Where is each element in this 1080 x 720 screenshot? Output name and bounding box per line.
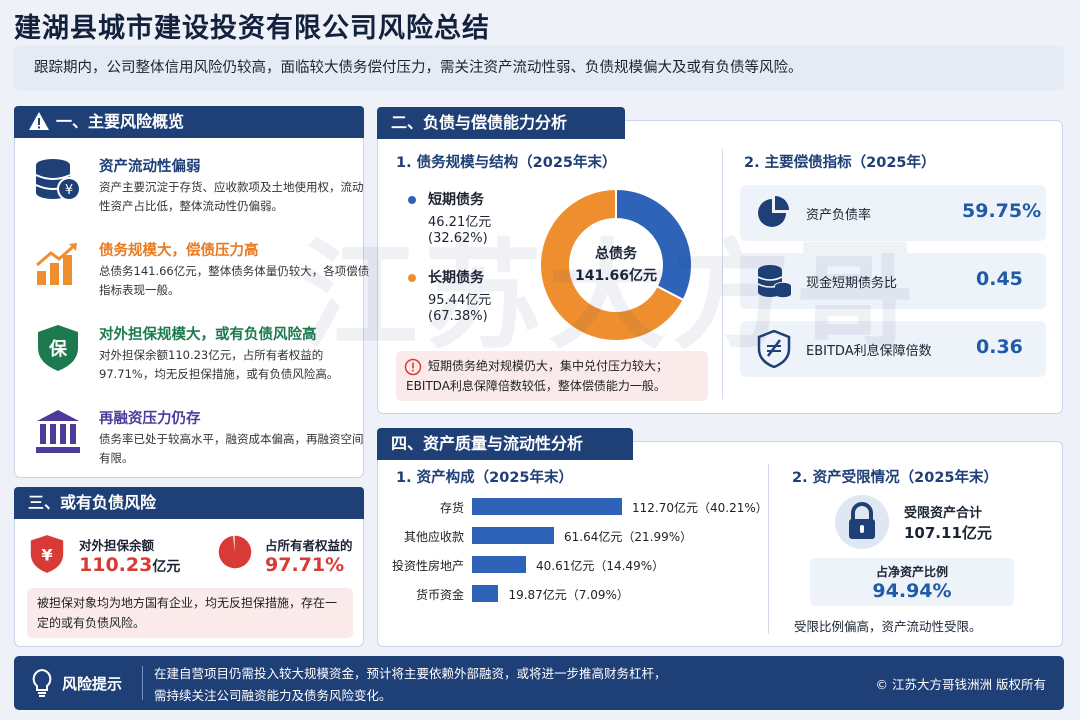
risk-warning-line2: 需持续关注公司融资能力及债务风险变化。 (154, 688, 392, 703)
equity-ratio-value: 97.71% (265, 554, 345, 576)
alert-circle-icon (404, 358, 422, 376)
summary-banner: 跟踪期内，公司整体信用风险仍较高，面临较大债务偿付压力，需关注资产流动性弱、负债… (14, 46, 1064, 90)
legend-dot-long (408, 274, 416, 282)
risk-head-debt: 债务规模大，偿债压力高 (99, 243, 259, 259)
asset-quality-tab: 四、资产质量与流动性分析 (377, 428, 633, 460)
debt-note-line2: EBITDA利息保障倍数较低，整体偿债能力一般。 (406, 379, 666, 393)
svg-text:¥: ¥ (41, 545, 53, 564)
bar (472, 585, 499, 602)
bar-value-label: 19.87亿元（7.09%） (508, 588, 629, 602)
equity-ratio-label: 占所有者权益的 (265, 538, 353, 553)
asset-bar-chart: 存货 112.70亿元（40.21%） 其他应收款 61.64亿元（21.99%） 投资… (378, 442, 768, 648)
risk-warning-label: 风险提示 (62, 675, 123, 693)
debt-donut-chart (539, 187, 693, 342)
risk-desc-refinance: 债务率已处于较高水平，融资成本偏高，再融资空间有限。 (99, 432, 364, 465)
equity-ratio-pie (218, 535, 252, 569)
svg-text:¥: ¥ (65, 183, 73, 198)
indicator-value-cash-ratio: 0.45 (976, 268, 1023, 290)
indicator-value-ebitda: 0.36 (976, 336, 1023, 358)
risk-desc-guarantee: 对外担保余额110.23亿元，占所有者权益的97.71%，均无反担保措施，或有负… (99, 348, 339, 381)
indicator-card-cash-ratio: 现金短期债务比 0.45 (740, 253, 1046, 309)
donut-slice-long-term (539, 187, 685, 342)
indicator-label-debt-ratio: 资产负债率 (806, 208, 872, 223)
asset-composition-subtitle: 1. 资产构成（2025年末） (396, 470, 574, 486)
risk-head-guarantee: 对外担保规模大，或有负债风险高 (99, 327, 317, 343)
asset-quality-panel: 四、资产质量与流动性分析 1. 资产构成（2025年末） 2. 资产受限情况（2… (377, 428, 1063, 648)
main-risk-tab-label: 一、主要风险概览 (56, 112, 185, 131)
risk-warning-footer: 风险提示 在建自营项目仍需投入较大规模资金，预计将主要依赖外部融资，或将进一步推… (14, 656, 1064, 710)
indicator-value-debt-ratio: 59.75% (962, 200, 1042, 222)
database-coin-icon: ¥ (35, 159, 81, 201)
restricted-ratio-label: 占净资产比例 (875, 565, 948, 579)
legend-short-amount: 46.21亿元 (428, 215, 492, 230)
pie-icon (758, 196, 789, 227)
bar-category-label: 存货 (439, 501, 464, 515)
risk-warning-line1: 在建自营项目仍需投入较大规模资金，预计将主要依赖外部融资，或将进一步推高财务杠杆… (154, 666, 667, 681)
guarantee-balance-value: 110.23 (79, 554, 153, 576)
bar-value-label: 61.64亿元（21.99%） (564, 530, 693, 544)
bar (472, 527, 555, 544)
risk-head-refinance: 再融资压力仍存 (99, 411, 201, 427)
restricted-conclusion: 受限比例偏高，资产流动性受限。 (794, 619, 982, 634)
indicator-label-ebitda: EBITDA利息保障倍数 (806, 344, 932, 359)
legend-long-name: 长期债务 (428, 270, 484, 286)
coins-stack-icon (757, 265, 792, 298)
bar-value-label: 40.61亿元（14.49%） (536, 559, 665, 573)
bar-category-label: 投资性房地产 (391, 559, 464, 573)
legend-dot-short (408, 196, 416, 204)
main-risk-tab: 一、主要风险概览 (14, 106, 364, 138)
svg-text:保: 保 (48, 338, 68, 360)
section-divider (768, 464, 769, 634)
debt-note: 短期债务绝对规模仍大，集中兑付压力较大； EBITDA利息保障倍数较低，整体偿债… (396, 351, 708, 401)
guarantee-shield-icon: 保 (38, 325, 78, 371)
indicator-label-cash-ratio: 现金短期债务比 (806, 276, 898, 291)
indicator-card-debt-ratio: 资产负债率 59.75% (740, 185, 1046, 241)
debt-analysis-panel: 二、负债与偿债能力分析 1. 债务规模与结构（2025年末） 2. 主要偿债指标… (377, 107, 1063, 414)
contingent-liability-panel: 三、或有负债风险 ¥ 对外担保余额 110.23亿元 占所有者权益的 97.71… (14, 487, 364, 647)
legend-long-amount: 95.44亿元 (428, 293, 492, 308)
guarantee-balance: 110.23亿元 (79, 554, 180, 576)
copyright: © 江苏大方哥钱洲洲 版权所有 (875, 677, 1046, 692)
lock-icon (835, 495, 889, 549)
bar (472, 556, 527, 573)
warning-icon (29, 112, 49, 130)
debt-structure-subtitle: 1. 债务规模与结构（2025年末） (396, 155, 617, 171)
solvency-subtitle: 2. 主要偿债指标（2025年） (744, 155, 936, 171)
equity-ratio-pie-slice (218, 535, 252, 569)
restricted-asset-subtitle: 2. 资产受限情况（2025年末） (792, 470, 999, 486)
donut-slice-short-term (615, 187, 693, 302)
bar-category-label: 其他应收款 (403, 530, 464, 544)
legend-long-pct: (67.38%) (428, 309, 488, 324)
bar-category-label: 货币资金 (415, 588, 464, 602)
bar (472, 498, 622, 515)
restricted-ratio-card: 占净资产比例 94.94% (810, 558, 1014, 606)
debt-note-line1: 短期债务绝对规模仍大，集中兑付压力较大； (428, 359, 669, 373)
bank-icon (36, 410, 80, 453)
donut-center-value: 141.66亿元 (574, 268, 658, 284)
guarantee-balance-unit: 亿元 (152, 559, 181, 575)
page-title: 建湖县城市建设投资有限公司风险总结 (14, 13, 490, 44)
risk-desc-debt: 总债务141.66亿元，整体债务体量仍较大，各项偿债指标表现一般。 (99, 264, 370, 297)
guarantee-balance-label: 对外担保余额 (79, 538, 155, 553)
main-risk-panel: 一、主要风险概览 ¥ 资产流动性偏弱 资产主要沉淀于存货、应收款项及土地使用权，… (14, 106, 369, 478)
section-divider (722, 149, 723, 399)
risk-desc-liquidity: 资产主要沉淀于存货、应收款项及土地使用权，流动性资产占比低，整体流动性仍偏弱。 (99, 180, 364, 213)
debt-analysis-tab: 二、负债与偿债能力分析 (377, 107, 625, 139)
donut-center-label: 总债务 (595, 246, 637, 262)
restricted-ratio-value: 94.94% (872, 580, 952, 602)
lightbulb-icon (32, 668, 52, 697)
footer-divider (142, 666, 143, 700)
contingent-note: 被担保对象均为地方国有企业，均无反担保措施，存在一定的或有负债风险。 (27, 588, 353, 638)
indicator-card-ebitda: EBITDA利息保障倍数 0.36 (740, 321, 1046, 377)
restricted-total-value: 107.11亿元 (904, 524, 992, 542)
interest-shield-icon (757, 330, 791, 368)
contingent-liability-tab: 三、或有负债风险 (14, 487, 364, 519)
risk-head-liquidity: 资产流动性偏弱 (99, 159, 201, 175)
growth-chart-icon (36, 243, 77, 285)
legend-short-name: 短期债务 (428, 192, 484, 208)
yen-shield-icon: ¥ (30, 535, 64, 573)
bar-value-label: 112.70亿元（40.21%） (632, 501, 768, 515)
legend-short-pct: (32.62%) (428, 231, 488, 246)
restricted-total-label: 受限资产合计 (904, 506, 983, 521)
